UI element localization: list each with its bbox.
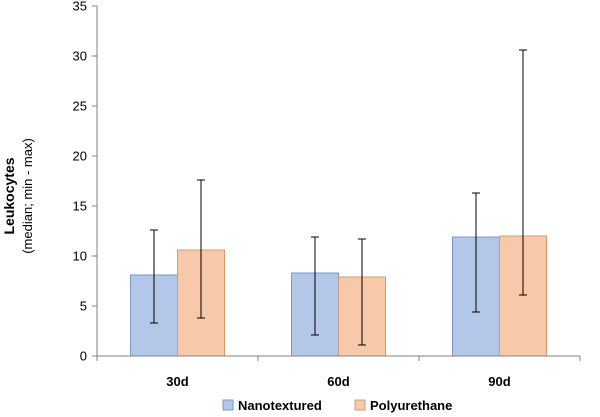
y-axis-title: Leukocytes (median; min - max) xyxy=(1,138,35,254)
y-axis-label: Leukocytes xyxy=(1,157,17,234)
y-tick-label: 30 xyxy=(73,49,87,64)
y-tick-label: 5 xyxy=(80,299,87,314)
y-tick-label: 15 xyxy=(73,199,87,214)
legend-swatch-polyurethane xyxy=(354,399,366,411)
bars-group xyxy=(130,235,547,357)
legend: Nanotextured Polyurethane xyxy=(222,398,452,413)
x-axis-labels: 30d 60d 90d xyxy=(166,374,510,389)
y-tick-label: 20 xyxy=(73,149,87,164)
error-bars-group xyxy=(150,49,527,346)
y-axis-sublabel: (median; min - max) xyxy=(20,138,35,254)
legend-swatch-nanotextured xyxy=(222,399,234,411)
axes xyxy=(96,6,581,361)
y-tick-label: 0 xyxy=(80,349,87,364)
y-tick-label: 25 xyxy=(73,99,87,114)
y-tick-label: 35 xyxy=(73,0,87,14)
y-tick-label: 10 xyxy=(73,249,87,264)
x-tick-label: 30d xyxy=(166,374,188,389)
legend-label-nanotextured: Nanotextured xyxy=(238,398,322,413)
x-tick-label: 60d xyxy=(327,374,349,389)
y-axis-ticks: 0 5 10 15 20 25 30 35 xyxy=(73,0,97,364)
legend-label-polyurethane: Polyurethane xyxy=(370,398,452,413)
x-tick-label: 90d xyxy=(488,374,510,389)
